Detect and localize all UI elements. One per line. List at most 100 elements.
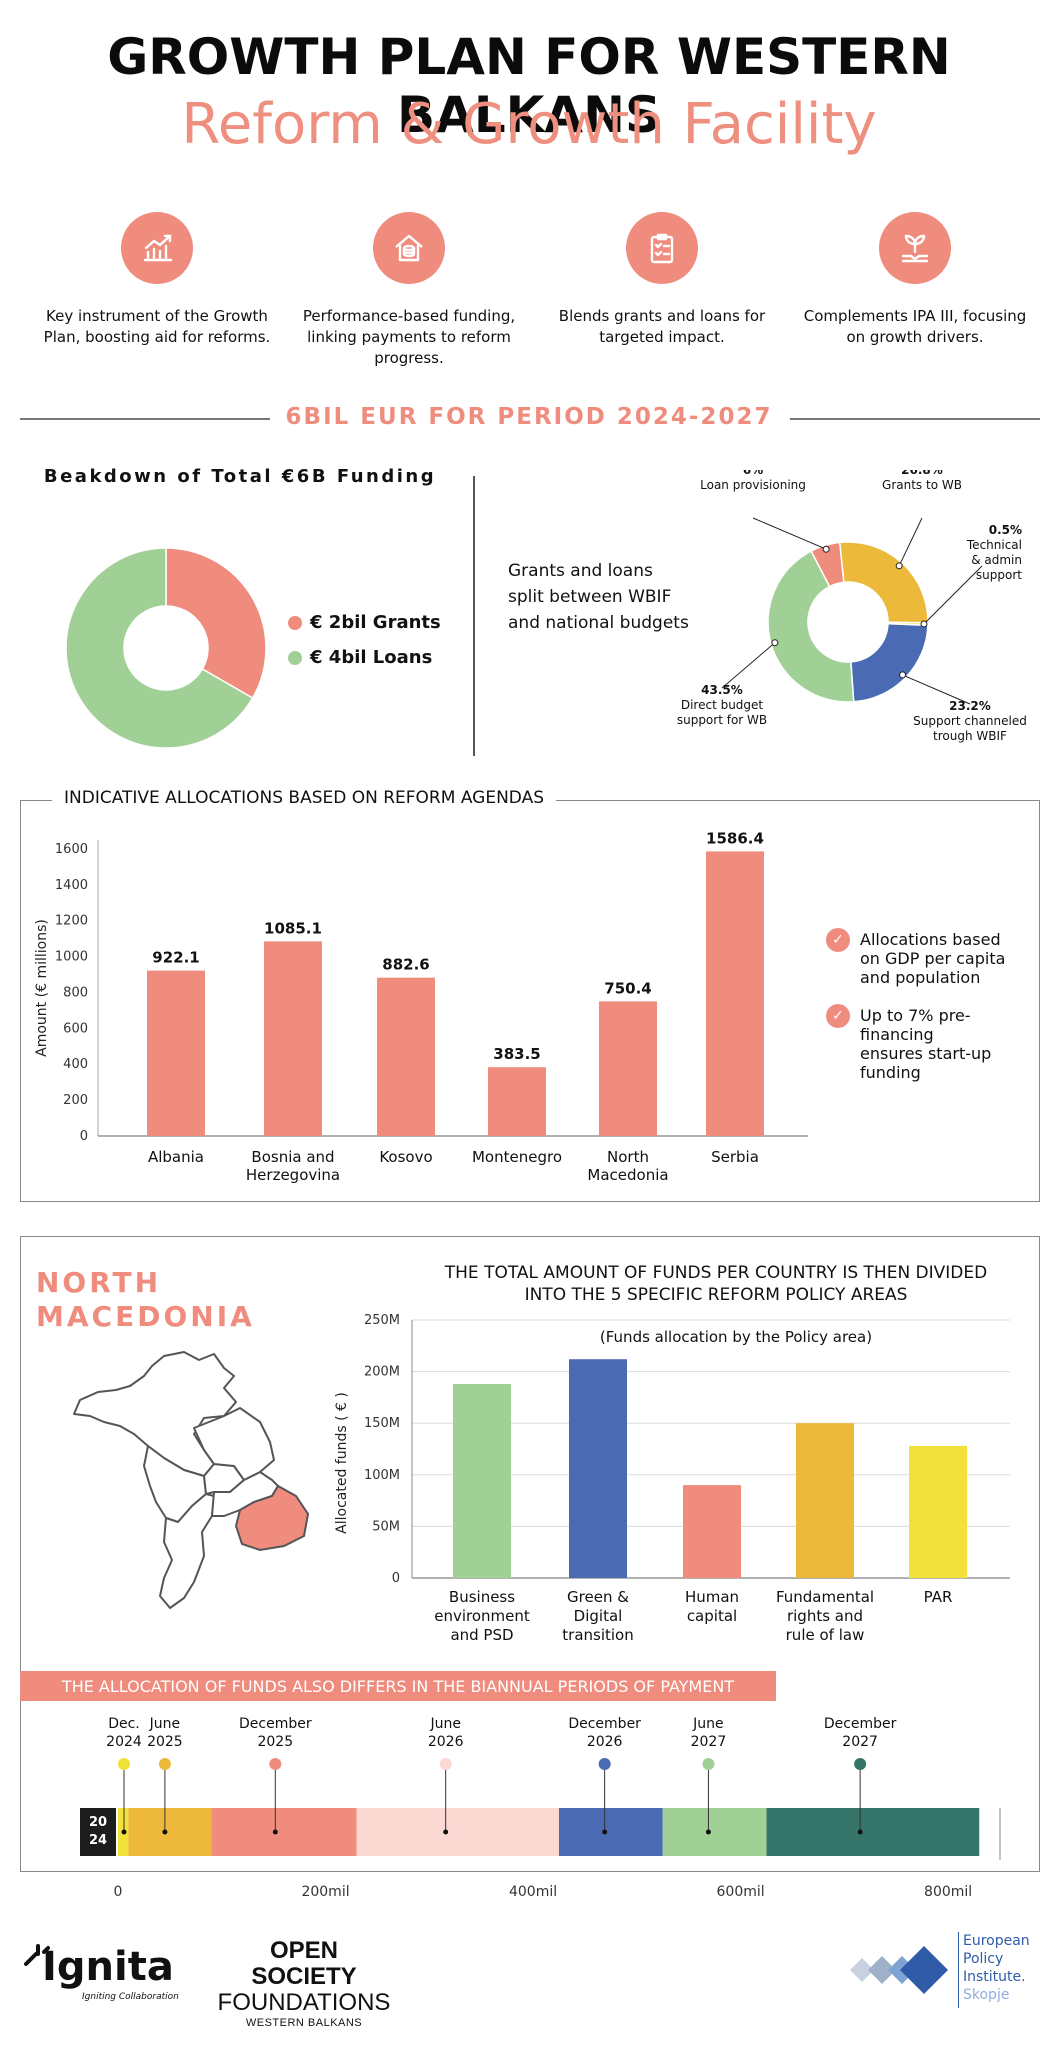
timeline-pin-dot xyxy=(602,1829,608,1835)
slice-category-label: & admin xyxy=(971,553,1022,567)
x-tick-label: rule of law xyxy=(786,1626,865,1644)
feature-text: Complements IPA III, focusing on growth … xyxy=(803,307,1027,346)
timeline-period-label: December xyxy=(239,1716,312,1732)
y-tick-label: 150M xyxy=(364,1416,400,1431)
timeline-segment xyxy=(662,1808,767,1856)
leader-line xyxy=(902,674,971,705)
y-tick-label: 250M xyxy=(364,1313,400,1328)
balkans-map-icon xyxy=(73,1351,310,1609)
bar xyxy=(683,1485,741,1578)
x-tick-label: Kosovo xyxy=(379,1148,432,1166)
bar xyxy=(377,977,435,1136)
timeline-segment xyxy=(211,1808,357,1856)
bar xyxy=(599,1001,657,1136)
divider xyxy=(790,418,1040,420)
y-tick-label: 200M xyxy=(364,1365,400,1380)
timeline-period-label: 2027 xyxy=(842,1734,878,1750)
x-tick-label: 800mil xyxy=(924,1884,972,1900)
bar-value-label: 882.6 xyxy=(382,956,429,974)
leader-line xyxy=(752,517,827,550)
timeline-segment xyxy=(128,1808,212,1856)
x-tick-label: 400mil xyxy=(509,1884,557,1900)
allocation-note: Allocations based on GDP per capita and … xyxy=(860,930,1006,987)
biannual-banner: THE ALLOCATION OF FUNDS ALSO DIFFERS IN … xyxy=(20,1671,776,1701)
y-tick-label: 600 xyxy=(63,1021,88,1036)
x-tick-label: Digital xyxy=(574,1607,623,1625)
timeline-period-label: 2026 xyxy=(587,1734,623,1750)
x-tick-label: and PSD xyxy=(450,1626,513,1644)
legend-item: € 2bil Grants xyxy=(288,612,441,633)
slice-category-label: trough WBIF xyxy=(933,729,1007,743)
page-title: GROWTH PLAN FOR WESTERN BALKANS xyxy=(107,28,951,144)
timeline-period-label: 2025 xyxy=(257,1734,293,1750)
slice-category-label: Support channeled xyxy=(913,714,1027,728)
legend-swatch xyxy=(288,650,302,665)
epi-logo-text: European Policy Institute. Skopje xyxy=(963,1932,1030,2004)
x-tick-label: Macedonia xyxy=(587,1166,668,1184)
y-axis-label: Amount (€ millions) xyxy=(34,919,50,1057)
y-tick-label: 100M xyxy=(364,1468,400,1483)
epi-line: Skopje xyxy=(963,1987,1010,2003)
timeline-period-label: December xyxy=(824,1716,897,1732)
timeline-segment xyxy=(766,1808,980,1856)
leader-dot xyxy=(920,620,928,628)
osf-line2: FOUNDATIONS xyxy=(217,1989,391,2016)
coins-house-icon xyxy=(373,212,445,284)
osf-line3: WESTERN BALKANS xyxy=(245,2017,363,2029)
allocations-bar-chart: 0 200 400 600 800 1000 1200 1400 1600 Amount (€ m… xyxy=(34,829,808,1184)
grants-loans-donut xyxy=(65,547,267,749)
feature-text: Blends grants and loans for targeted imp… xyxy=(558,307,766,346)
country-title: NORTH MACEDONIA xyxy=(36,1266,255,1333)
slice-value-label: 23.2% xyxy=(949,699,991,713)
bar-value-label: 383.5 xyxy=(493,1045,540,1063)
bar-value-label: 750.4 xyxy=(604,979,651,997)
epi-line: European xyxy=(963,1933,1030,1949)
payment-timeline-chart: Dec. 2024 June 2025 December 2025 June 2026 Dece… xyxy=(106,1716,1001,1900)
ignita-logo: Ignita Igniting Collaboration xyxy=(20,1940,180,2002)
timeline-pin-head xyxy=(439,1758,452,1770)
timeline-segment xyxy=(559,1808,663,1856)
section-divider xyxy=(473,476,475,756)
y-axis-label: Allocated funds ( € ) xyxy=(334,1392,350,1534)
x-tick-label: Montenegro xyxy=(472,1148,562,1166)
divider xyxy=(20,418,270,420)
donut-slice xyxy=(65,547,254,749)
bar xyxy=(706,851,764,1136)
allocations-heading: INDICATIVE ALLOCATIONS BASED ON REFORM A… xyxy=(52,788,556,808)
epi-diamonds-icon xyxy=(850,1946,948,1994)
osf-line1: OPEN SOCIETY xyxy=(251,1937,357,1990)
x-tick-label: Albania xyxy=(148,1148,204,1166)
x-tick-label: Human xyxy=(685,1588,739,1606)
split-text-line: and national budgets xyxy=(508,613,689,633)
x-tick-label: transition xyxy=(562,1626,633,1644)
feature-text: Performance-based funding, linking payme… xyxy=(302,307,516,367)
funding-split-donut: 6%Loan provisioning 26.8%Grants to WB 0.5%… xyxy=(677,470,1027,743)
slice-category-label: support for WB xyxy=(677,713,767,727)
page-subtitle: Reform & Growth Facility xyxy=(181,92,877,157)
ignita-tagline: Igniting Collaboration xyxy=(82,1992,179,2002)
split-text-line: split between WBIF xyxy=(508,587,672,607)
x-tick-label: North xyxy=(607,1148,649,1166)
timeline-period-label: 2027 xyxy=(691,1734,727,1750)
bar xyxy=(147,970,205,1136)
x-tick-label: Business xyxy=(449,1588,515,1606)
x-tick-label: Herzegovina xyxy=(246,1166,340,1184)
y-tick-label: 50M xyxy=(372,1519,400,1534)
y-tick-label: 1400 xyxy=(55,878,88,893)
slice-category-label: support xyxy=(976,568,1022,582)
x-tick-label: 600mil xyxy=(717,1884,765,1900)
epi-divider xyxy=(958,1932,959,2008)
legend-label: € 2bil Grants xyxy=(310,612,441,633)
timeline-pin-head xyxy=(598,1758,611,1770)
slice-value-label: 43.5% xyxy=(701,683,743,697)
chart-growth-icon xyxy=(121,212,193,284)
timeline-pin-head xyxy=(269,1758,282,1770)
check-icon: ✓ xyxy=(826,928,850,952)
checklist-icon xyxy=(626,212,698,284)
feature-text: Key instrument of the Growth Plan, boost… xyxy=(43,307,271,346)
sprout-hand-icon xyxy=(879,212,951,284)
x-tick-label: rights and xyxy=(787,1607,863,1625)
leader-dot xyxy=(822,545,830,553)
policy-chart-heading: THE TOTAL AMOUNT OF FUNDS PER COUNTRY IS… xyxy=(444,1263,988,1305)
x-tick-label: Fundamental xyxy=(776,1588,874,1606)
